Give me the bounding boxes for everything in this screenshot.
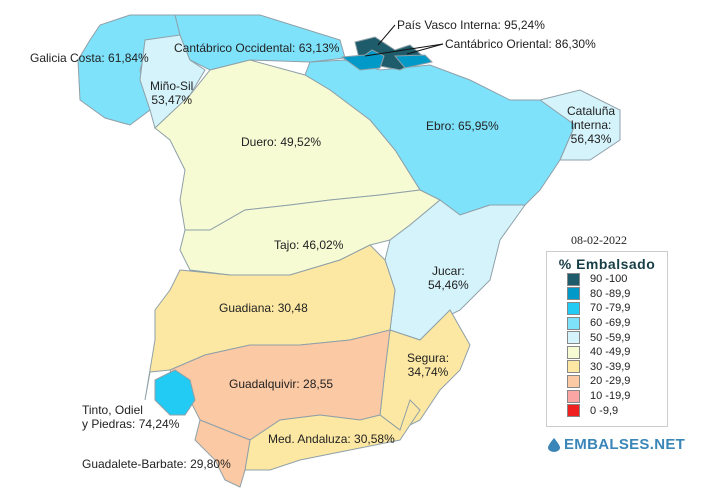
legend-item-label: 10 -19,9 bbox=[590, 390, 631, 403]
brand-logo: EMBALSES.NET bbox=[548, 436, 685, 453]
region-cantabrico-occidental[interactable] bbox=[174, 14, 346, 71]
label-guadiana: Guadiana: 30,48 bbox=[219, 301, 308, 315]
region-cantabrico-oriental-east[interactable] bbox=[393, 54, 433, 69]
label-segura: Segura: 34,74% bbox=[407, 351, 449, 379]
label-cataluna-value: 56,43% bbox=[570, 132, 612, 146]
label-guadalete-barbate: Guadalete-Barbate: 29,80% bbox=[82, 457, 231, 471]
label-cantabrico-oriental: Cantábrico Oriental: 86,30% bbox=[445, 37, 596, 51]
legend-swatch bbox=[567, 331, 580, 345]
legend-swatch bbox=[567, 272, 580, 286]
label-galicia-costa: Galicia Costa: 61,84% bbox=[30, 51, 149, 65]
legend-swatch bbox=[567, 316, 580, 330]
leader-line-pais-vasco bbox=[377, 24, 396, 46]
legend-swatch bbox=[567, 301, 580, 315]
legend-item-label: 50 -59,9 bbox=[590, 331, 631, 344]
label-guadalquivir: Guadalquivir: 28,55 bbox=[229, 377, 334, 391]
region-tinto-odiel-piedras[interactable] bbox=[154, 369, 196, 416]
region-mediterranea-andaluza[interactable] bbox=[244, 399, 421, 471]
leader-line-cantabrico-oriental-1 bbox=[364, 43, 444, 57]
label-tinto-value: y Piedras: 74,24% bbox=[82, 417, 180, 431]
label-tinto-name: Tinto, Odiel bbox=[82, 403, 143, 417]
legend-swatch bbox=[567, 404, 580, 418]
legend-item: 70 -79,9 bbox=[567, 301, 667, 316]
label-segura-name: Segura: bbox=[407, 351, 450, 365]
region-cataluna-interna[interactable] bbox=[538, 89, 621, 161]
legend-item-label: 30 -39,9 bbox=[590, 360, 631, 373]
label-mino-sil-name: Miño-Sil bbox=[150, 79, 194, 93]
label-segura-value: 34,74% bbox=[407, 365, 449, 379]
legend-item: 0 -9,9 bbox=[567, 403, 667, 418]
legend-item: 60 -69,9 bbox=[567, 316, 667, 331]
map-date: 08-02-2022 bbox=[571, 233, 627, 247]
legend-item-label: 60 -69,9 bbox=[590, 317, 631, 330]
label-cataluna-name2: Interna: bbox=[570, 118, 612, 132]
label-tajo: Tajo: 46,02% bbox=[274, 238, 344, 252]
label-mino-sil-value: 53,47% bbox=[151, 93, 193, 107]
legend-item-label: 0 -9,9 bbox=[590, 404, 619, 417]
label-ebro: Ebro: 65,95% bbox=[426, 119, 499, 133]
label-jucar-name: Jucar: bbox=[432, 264, 465, 278]
region-guadalete-barbate[interactable] bbox=[194, 419, 251, 488]
legend-item: 40 -49,9 bbox=[567, 345, 667, 360]
legend-item: 30 -39,9 bbox=[567, 360, 667, 375]
legend-item-label: 90 -100 bbox=[590, 273, 628, 286]
label-duero: Duero: 49,52% bbox=[241, 135, 322, 149]
legend-item-label: 80 -89,9 bbox=[590, 287, 631, 300]
legend-swatch bbox=[567, 345, 580, 359]
label-med-andaluza: Med. Andaluza: 30,58% bbox=[268, 432, 395, 446]
legend-item: 80 -89,9 bbox=[567, 287, 667, 302]
label-jucar: Jucar: 54,46% bbox=[428, 264, 469, 292]
legend-item-label: 70 -79,9 bbox=[590, 302, 631, 315]
legend: % Embalsado 90 -100 80 -89,9 70 -79,9 60 -6… bbox=[546, 251, 668, 427]
legend-title: % Embalsado bbox=[558, 256, 656, 272]
legend-item: 90 -100 bbox=[567, 272, 667, 287]
legend-item-label: 20 -29,9 bbox=[590, 375, 631, 388]
water-drop-icon bbox=[548, 437, 560, 452]
label-cataluna-interna: Cataluña Interna: 56,43% bbox=[567, 104, 615, 146]
legend-swatch bbox=[567, 389, 580, 403]
legend-swatch bbox=[567, 374, 580, 388]
leader-line-cantabrico-oriental-2 bbox=[406, 43, 444, 55]
legend-item: 10 -19,9 bbox=[567, 389, 667, 404]
brand-text: EMBALSES.NET bbox=[564, 436, 686, 453]
label-cataluna-name: Cataluña bbox=[567, 104, 616, 118]
legend-swatch bbox=[567, 360, 580, 374]
label-pais-vasco-interna: País Vasco Interna: 95,24% bbox=[397, 18, 545, 32]
legend-item-label: 40 -49,9 bbox=[590, 346, 631, 359]
label-cantabrico-occidental: Cantábrico Occidental: 63,13% bbox=[174, 41, 340, 55]
legend-item: 20 -29,9 bbox=[567, 374, 667, 389]
label-mino-sil: Miño-Sil 53,47% bbox=[150, 79, 193, 107]
legend-items: 90 -100 80 -89,9 70 -79,9 60 -69,9 50 -59,9 4… bbox=[547, 272, 667, 418]
label-tinto-odiel-piedras: Tinto, Odiel y Piedras: 74,24% bbox=[82, 403, 179, 431]
legend-item: 50 -59,9 bbox=[567, 330, 667, 345]
label-jucar-value: 54,46% bbox=[428, 278, 469, 292]
legend-swatch bbox=[567, 287, 580, 301]
